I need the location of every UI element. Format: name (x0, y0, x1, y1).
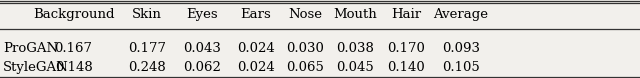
Text: 0.177: 0.177 (128, 42, 166, 55)
Text: Average: Average (433, 8, 488, 21)
Text: Hair: Hair (391, 8, 422, 21)
Text: 0.038: 0.038 (336, 42, 374, 55)
Text: 0.062: 0.062 (182, 61, 221, 74)
Text: Nose: Nose (288, 8, 323, 21)
Text: 0.043: 0.043 (182, 42, 221, 55)
Text: Ears: Ears (241, 8, 271, 21)
Text: 0.105: 0.105 (442, 61, 479, 74)
Text: Eyes: Eyes (186, 8, 218, 21)
Text: 0.024: 0.024 (237, 61, 275, 74)
Text: 0.065: 0.065 (286, 61, 324, 74)
Text: ProGAN: ProGAN (3, 42, 58, 55)
Text: 0.030: 0.030 (286, 42, 324, 55)
Text: 0.024: 0.024 (237, 42, 275, 55)
Text: Mouth: Mouth (333, 8, 377, 21)
Text: Background: Background (33, 8, 115, 21)
Text: 0.170: 0.170 (387, 42, 426, 55)
Text: 0.148: 0.148 (55, 61, 92, 74)
Text: StyleGAN: StyleGAN (3, 61, 69, 74)
Text: 0.248: 0.248 (129, 61, 166, 74)
Text: Skin: Skin (132, 8, 162, 21)
Text: 0.140: 0.140 (388, 61, 425, 74)
Text: 0.045: 0.045 (337, 61, 374, 74)
Text: 0.093: 0.093 (442, 42, 480, 55)
Text: 0.167: 0.167 (54, 42, 93, 55)
